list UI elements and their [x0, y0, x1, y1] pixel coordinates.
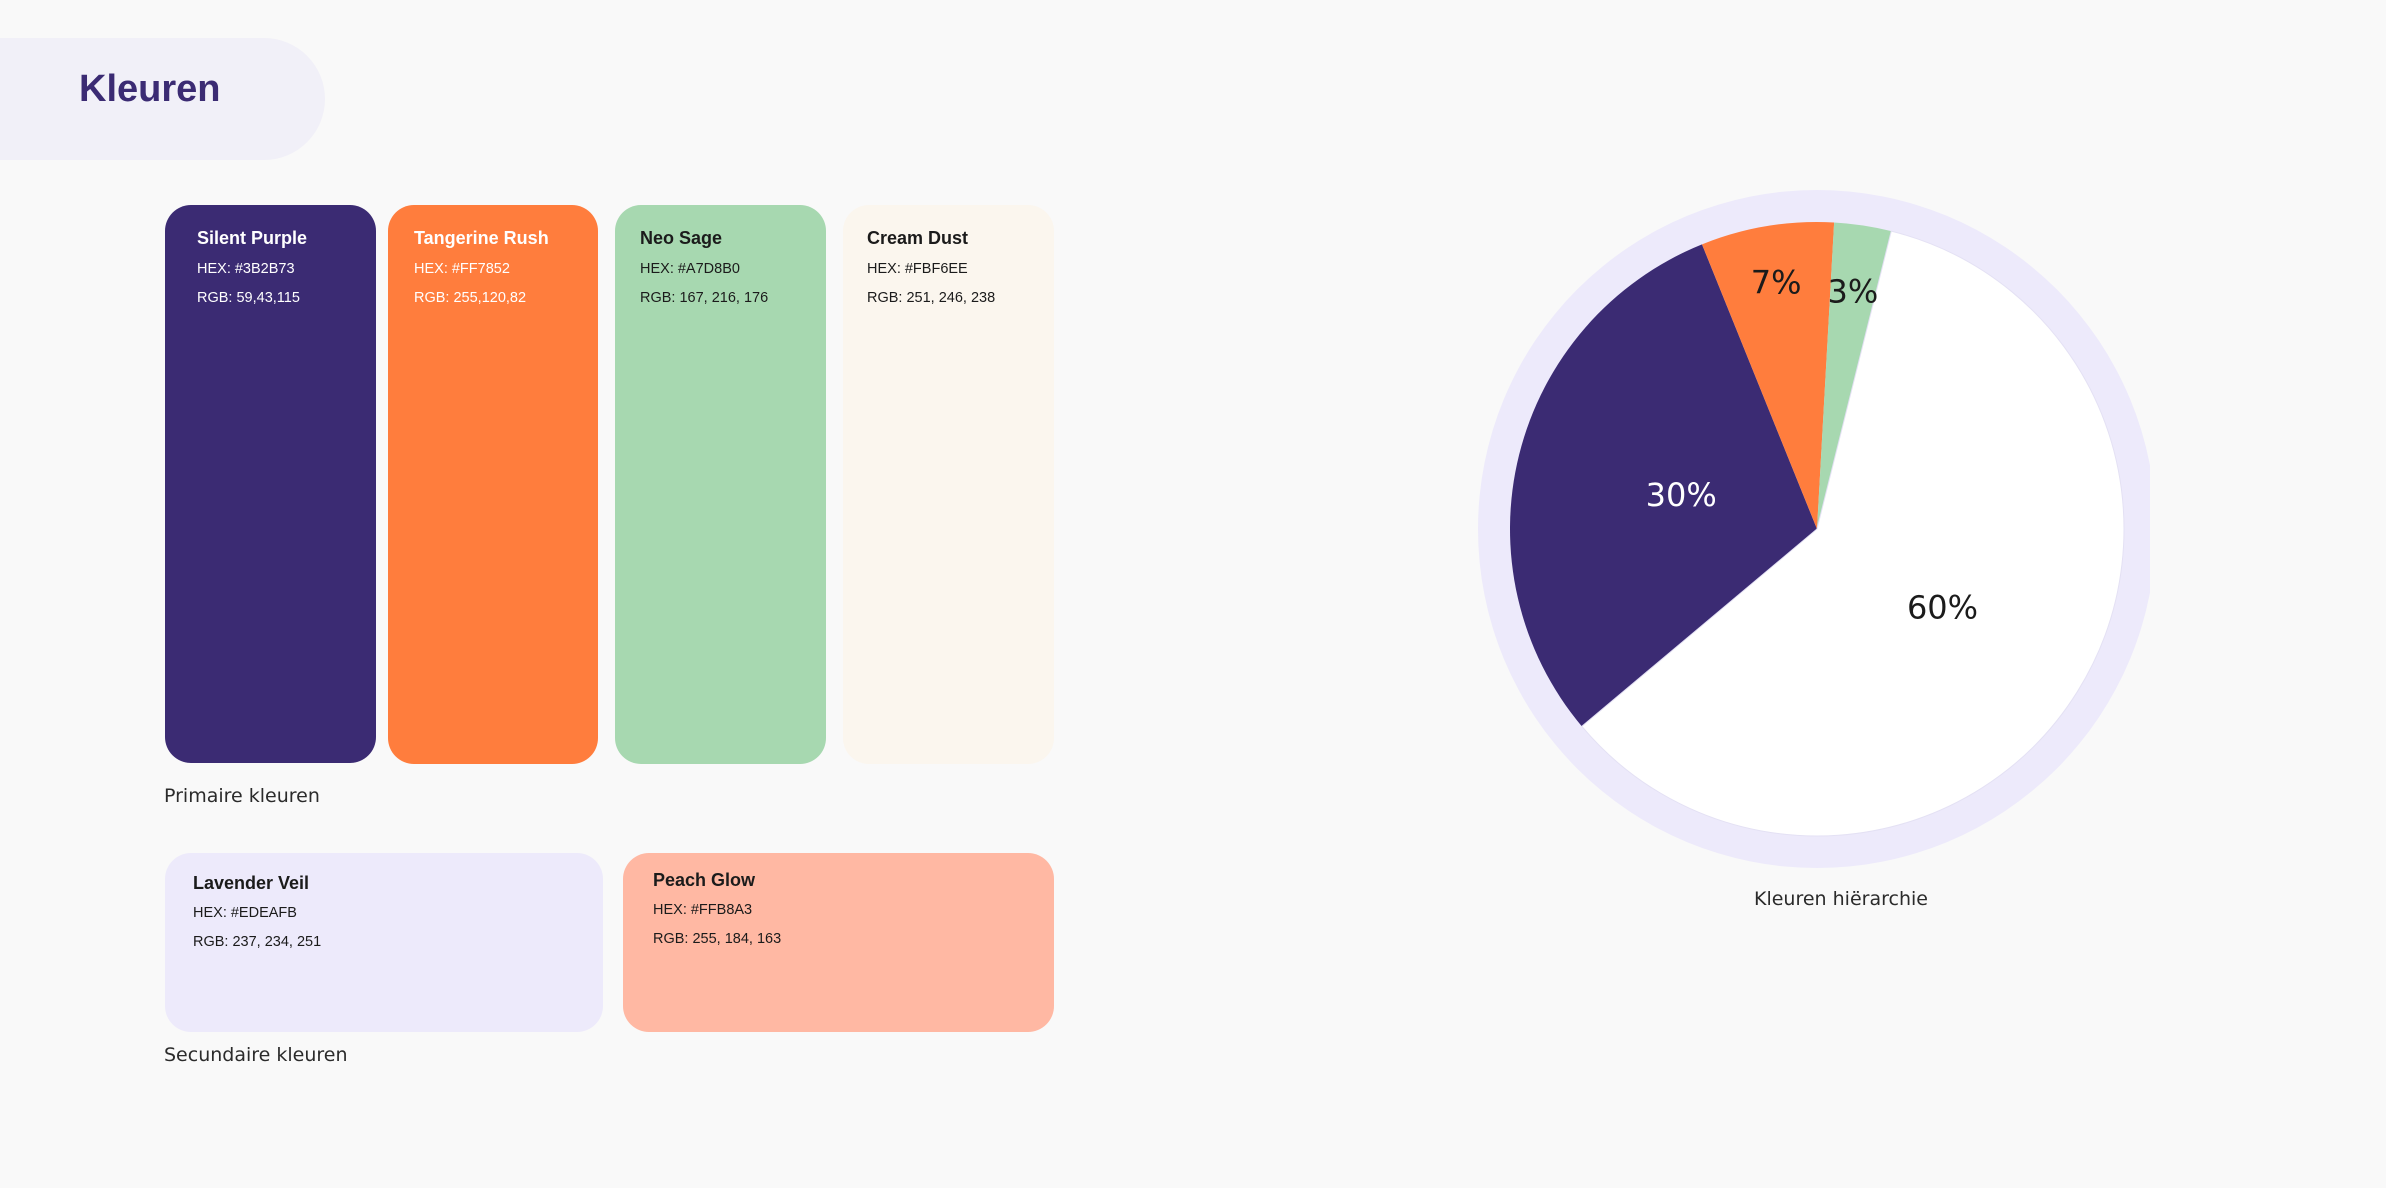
swatch-hex: HEX: #EDEAFB	[193, 905, 297, 921]
primary-colors-label: Primaire kleuren	[164, 785, 320, 807]
secondary-colors-label: Secundaire kleuren	[164, 1044, 348, 1066]
swatch-neo-sage: Neo Sage HEX: #A7D8B0 RGB: 167, 216, 176	[615, 205, 826, 764]
pie-slice-label: 7%	[1751, 263, 1802, 301]
swatch-name: Neo Sage	[640, 228, 723, 248]
swatch-rgb: RGB: 251, 246, 238	[867, 290, 996, 306]
pie-slice-silent-purple	[1510, 244, 1817, 727]
pie-slice-neo-sage	[1817, 222, 1892, 529]
swatch-hex: HEX: #FFB8A3	[653, 902, 753, 918]
swatch-hex: HEX: #FF7852	[414, 261, 510, 277]
swatch-lavender-veil: Lavender Veil HEX: #EDEAFB RGB: 237, 234…	[165, 853, 603, 1032]
swatch-hex: HEX: #3B2B73	[197, 261, 295, 277]
swatch-rgb: RGB: 167, 216, 176	[640, 290, 769, 306]
page-title: Kleuren	[79, 68, 221, 110]
swatch-name: Tangerine Rush	[414, 228, 549, 248]
color-hierarchy-pie-chart: 30% 7% 3% 60%	[1478, 190, 2150, 868]
swatch-peach-glow: Peach Glow HEX: #FFB8A3 RGB: 255, 184, 1…	[623, 853, 1054, 1032]
pie-slice-label: 60%	[1907, 588, 1978, 626]
pie-slice-tangerine-rush	[1701, 222, 1835, 529]
swatch-silent-purple: Silent Purple HEX: #3B2B73 RGB: 59,43,11…	[165, 205, 376, 763]
swatch-rgb: RGB: 237, 234, 251	[193, 934, 322, 950]
swatch-tangerine-rush: Tangerine Rush HEX: #FF7852 RGB: 255,120…	[388, 205, 598, 764]
pie-slice-label: 3%	[1828, 273, 1879, 311]
swatch-rgb: RGB: 255, 184, 163	[653, 931, 782, 947]
swatch-hex: HEX: #FBF6EE	[867, 261, 968, 277]
title-pill	[0, 38, 325, 160]
swatch-name: Silent Purple	[197, 228, 308, 248]
swatch-rgb: RGB: 59,43,115	[197, 290, 300, 306]
swatch-name: Peach Glow	[653, 870, 756, 890]
swatch-name: Lavender Veil	[193, 873, 310, 893]
swatch-rgb: RGB: 255,120,82	[414, 290, 527, 306]
swatch-cream-dust: Cream Dust HEX: #FBF6EE RGB: 251, 246, 2…	[843, 205, 1054, 764]
pie-slice-label: 30%	[1646, 476, 1717, 514]
chart-caption: Kleuren hiërarchie	[1754, 888, 1928, 910]
swatch-name: Cream Dust	[867, 228, 969, 248]
pie-slice-cream-dust	[1581, 230, 2125, 837]
swatch-hex: HEX: #A7D8B0	[640, 261, 740, 277]
